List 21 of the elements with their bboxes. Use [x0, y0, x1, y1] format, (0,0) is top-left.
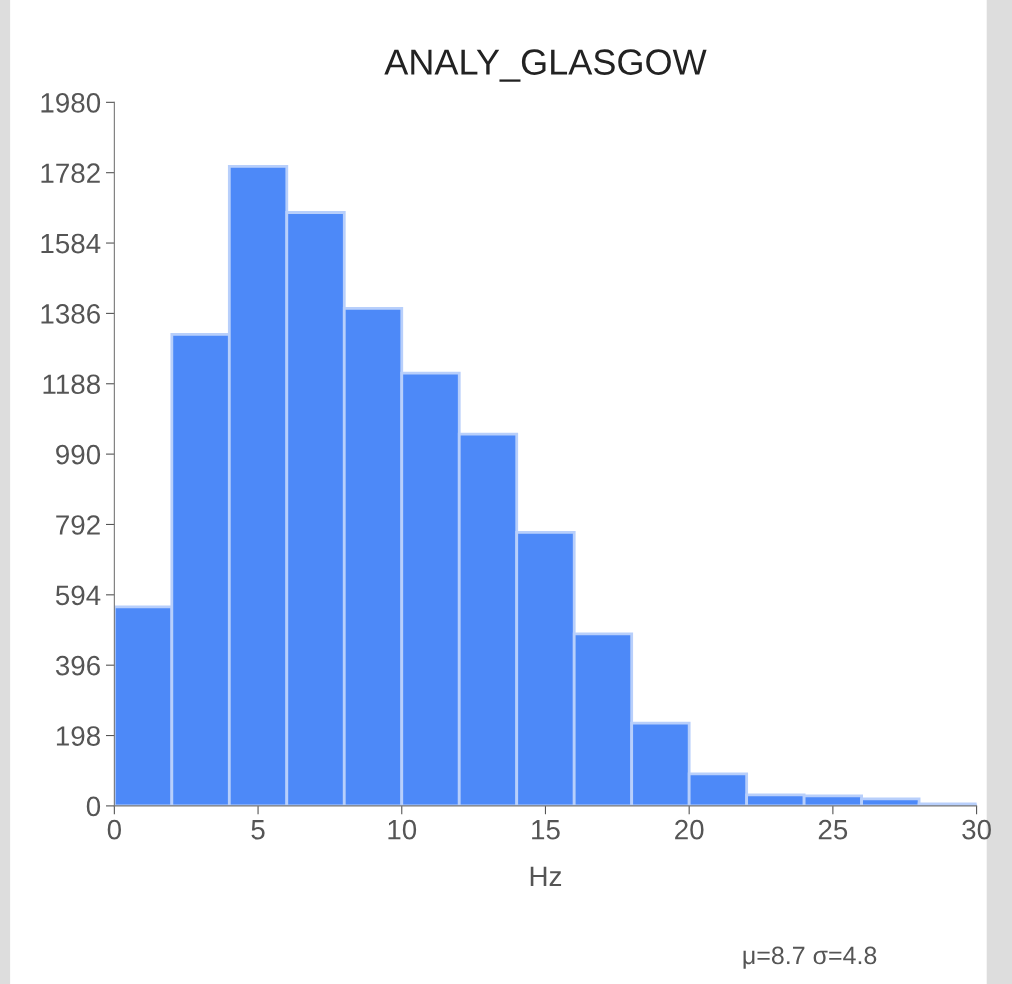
x-tick-label: 10 [388, 819, 417, 840]
y-tick-label: 1980 [41, 93, 101, 113]
y-tick-label: 396 [55, 655, 100, 676]
y-tick-label: 1782 [41, 163, 100, 184]
y-tick-label: 1188 [43, 374, 100, 395]
y-tick-label: 1584 [41, 233, 101, 254]
x-tick-label: 30 [962, 819, 991, 840]
y-tick-label: 594 [55, 585, 101, 606]
x-tick-label: 0 [107, 819, 121, 840]
y-tick-label: 1386 [41, 304, 100, 324]
x-tick-label: 20 [675, 819, 704, 840]
y-tick-label: 990 [56, 444, 101, 465]
x-tick-label: 25 [818, 819, 848, 840]
x-tick-label: 15 [532, 820, 560, 840]
y-tick-label: 0 [86, 796, 101, 817]
y-tick-label: 792 [56, 515, 100, 535]
y-tick-label: 198 [56, 726, 100, 746]
chart-title: ANALY_GLASGOW [384, 49, 707, 82]
x-axis-title: Hz [530, 866, 562, 886]
x-tick-label: 5 [251, 820, 265, 840]
text: μ=8.7 σ=4.8 [743, 946, 877, 969]
